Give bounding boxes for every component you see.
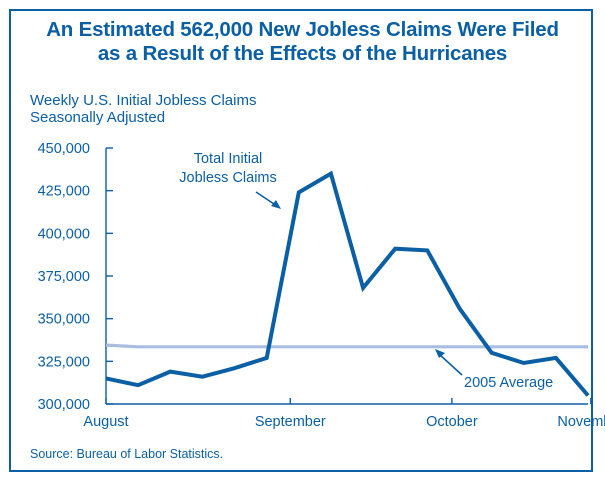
x-axis: August September October November [83,398,605,430]
y-tick-label: 400,000 [38,226,90,242]
y-axis: 450,000 425,000 400,000 375,000 350,000 325,0… [38,141,113,413]
title-line-1: An Estimated 562,000 New Jobless Claims … [46,18,559,41]
chart-subtitle: Weekly U.S. Initial Jobless Claims Seaso… [30,92,256,126]
y-tick-label: 325,000 [38,354,90,370]
annotations: Total Initial Jobless Claims 2005 Averag… [179,151,553,391]
x-tick-label: November [557,414,605,430]
annotation-total-line-1: Total Initial [194,151,263,167]
y-tick-label: 375,000 [38,269,90,285]
subtitle-line-2: Seasonally Adjusted [30,109,166,126]
x-tick-label: September [255,414,326,430]
x-tick-label: October [426,414,478,430]
annotation-total-arrowhead [271,200,281,209]
y-tick-label: 300,000 [38,397,90,413]
title-line-2: as a Result of the Effects of the Hurric… [97,42,508,65]
annotation-average-arrowhead [435,349,445,358]
source-note: Source: Bureau of Labor Statistics. [30,447,224,461]
series [105,170,590,397]
series-line-2005-average [105,343,588,349]
annotation-average: 2005 Average [464,375,553,391]
y-tick-label: 450,000 [38,141,90,157]
series-line-total-claims [105,170,590,397]
annotation-total-line-2: Jobless Claims [179,170,277,186]
y-tick-label: 425,000 [38,184,90,200]
chart-title: An Estimated 562,000 New Jobless Claims … [0,18,605,66]
x-tick-label: August [83,414,128,430]
annotation-average-pointer [438,353,463,376]
subtitle-line-1: Weekly U.S. Initial Jobless Claims [30,92,257,109]
y-tick-label: 350,000 [38,312,90,328]
